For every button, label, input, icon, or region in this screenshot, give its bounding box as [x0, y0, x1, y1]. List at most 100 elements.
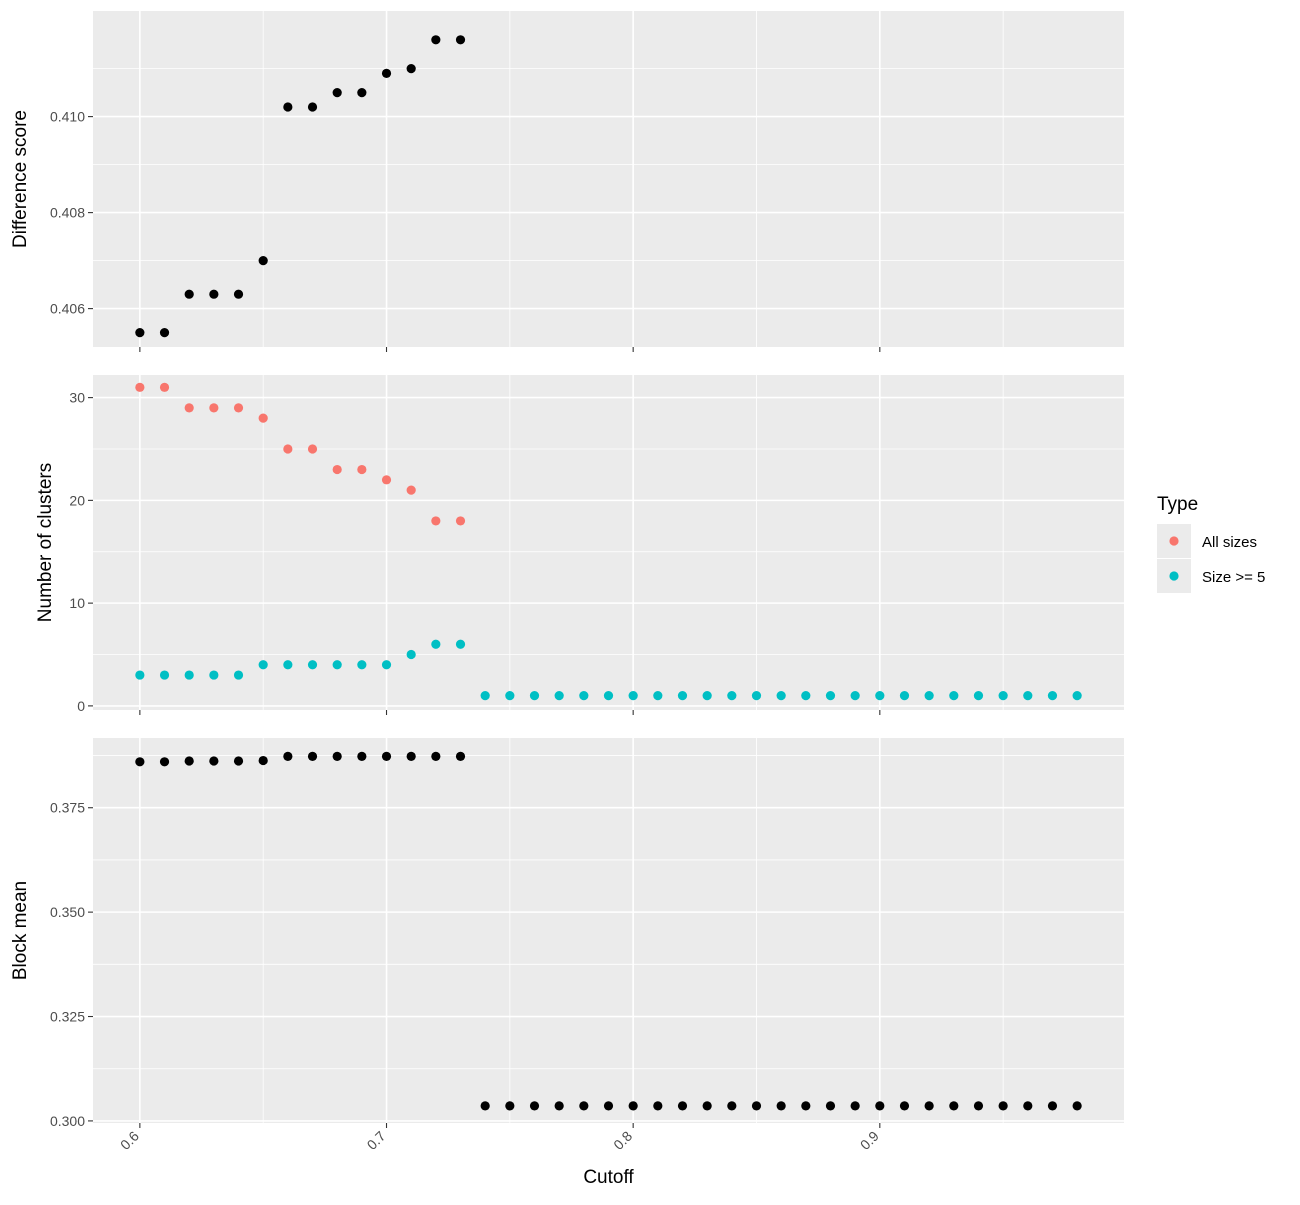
data-point: [480, 691, 490, 701]
data-point: [209, 403, 219, 413]
y-tick-label: 30: [69, 390, 85, 406]
x-tick-label: 0.6: [117, 1128, 142, 1153]
data-point: [776, 1101, 786, 1111]
data-point: [135, 382, 145, 392]
data-point: [357, 88, 367, 98]
panel-background: [93, 375, 1124, 710]
data-point: [727, 1101, 737, 1111]
data-point: [307, 102, 318, 112]
data-point: [899, 691, 910, 701]
data-point: [801, 1101, 811, 1111]
y-tick-label: 0.408: [50, 205, 85, 221]
data-point: [159, 382, 170, 392]
legend-label: Size >= 5: [1202, 569, 1265, 586]
y-tick-label: 0.375: [50, 800, 85, 816]
data-point: [998, 691, 1008, 701]
data-point: [899, 1101, 910, 1111]
data-point: [924, 1101, 934, 1111]
data-point: [233, 670, 244, 680]
data-point: [381, 68, 392, 78]
legend-title: Type: [1157, 494, 1198, 515]
data-point: [258, 256, 268, 266]
data-point: [381, 475, 392, 485]
x-axis-title: Cutoff: [583, 1167, 634, 1188]
data-point: [332, 464, 342, 475]
data-point: [825, 1101, 836, 1111]
data-point: [628, 1101, 638, 1111]
data-point: [184, 756, 194, 766]
data-point: [554, 691, 564, 701]
data-point: [159, 328, 170, 338]
y-tick-label: 0.406: [50, 301, 85, 317]
data-point: [529, 1101, 540, 1111]
y-tick-label: 0.350: [50, 904, 85, 920]
data-point: [850, 691, 860, 701]
data-point: [135, 328, 145, 338]
data-point: [431, 639, 441, 649]
data-point: [307, 444, 318, 454]
data-point: [579, 1101, 589, 1111]
data-point: [258, 660, 268, 670]
y-tick-label: 0: [77, 698, 85, 714]
data-point: [159, 670, 170, 680]
data-point: [455, 516, 466, 526]
data-point: [603, 1101, 614, 1111]
data-point: [924, 691, 934, 701]
data-point: [406, 649, 416, 660]
data-point: [628, 691, 638, 701]
data-point: [357, 464, 367, 475]
data-point: [406, 64, 416, 74]
y-axis-title: Block mean: [10, 881, 31, 980]
data-point: [480, 1101, 490, 1111]
data-point: [184, 403, 194, 413]
data-point: [1023, 691, 1033, 701]
data-point: [258, 413, 268, 423]
data-point: [702, 1101, 712, 1111]
y-tick-label: 0.300: [50, 1113, 85, 1129]
data-point: [431, 516, 441, 526]
data-point: [1072, 691, 1082, 701]
data-point: [554, 1101, 564, 1111]
data-point: [135, 757, 145, 767]
y-tick-label: 0.410: [50, 109, 85, 125]
y-axis-title: Number of clusters: [35, 463, 56, 622]
data-point: [381, 660, 392, 670]
data-point: [825, 691, 836, 701]
y-tick-label: 20: [69, 492, 85, 508]
data-point: [209, 756, 219, 766]
data-point: [751, 1101, 762, 1111]
data-point: [1072, 1101, 1082, 1111]
data-point: [776, 691, 786, 701]
data-point: [702, 691, 712, 701]
data-point: [357, 660, 367, 670]
data-point: [332, 660, 342, 670]
data-point: [283, 444, 293, 454]
data-point: [998, 1101, 1008, 1111]
data-point: [973, 691, 984, 701]
data-point: [406, 751, 416, 761]
data-point: [332, 88, 342, 98]
data-point: [751, 691, 762, 701]
legend-key-swatch: [1169, 536, 1179, 546]
legend-key-swatch: [1169, 571, 1179, 581]
data-point: [850, 1101, 860, 1111]
data-point: [283, 102, 293, 112]
data-point: [653, 1101, 663, 1111]
data-point: [455, 751, 466, 761]
x-tick-label: 0.8: [610, 1128, 635, 1153]
data-point: [135, 670, 145, 680]
data-point: [973, 1101, 984, 1111]
data-point: [307, 751, 318, 761]
data-point: [677, 691, 688, 701]
panel-background: [93, 738, 1124, 1123]
y-tick-label: 0.325: [50, 1009, 85, 1025]
data-point: [875, 1101, 885, 1111]
data-point: [431, 751, 441, 761]
data-point: [455, 639, 466, 649]
data-point: [233, 289, 244, 299]
data-point: [332, 751, 342, 761]
data-point: [209, 670, 219, 680]
data-point: [283, 751, 293, 761]
